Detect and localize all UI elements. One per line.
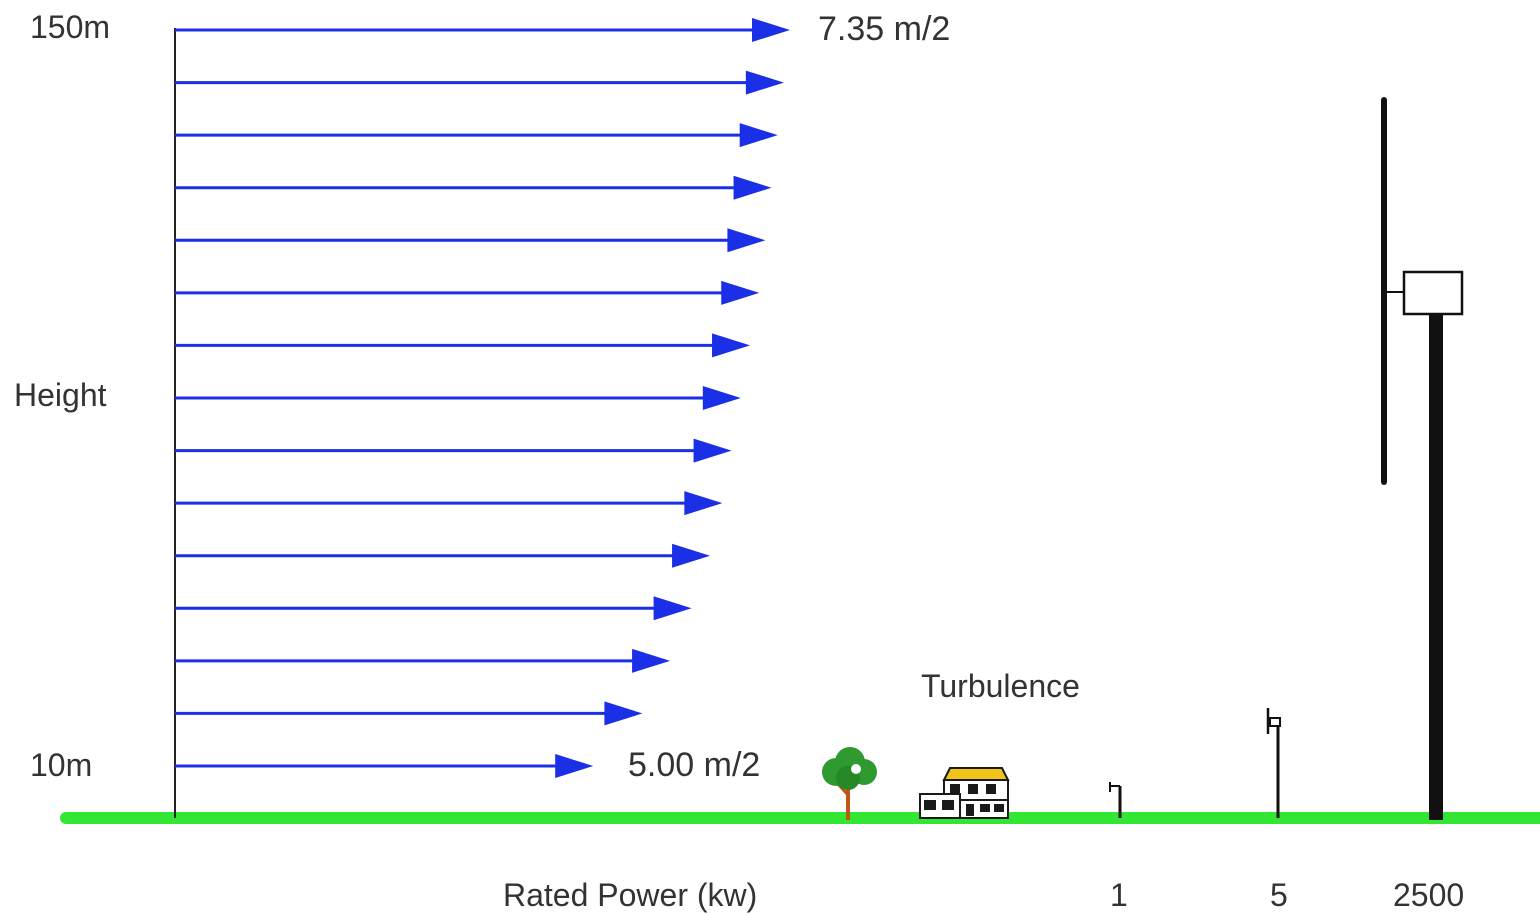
wind-arrow-head: [745, 70, 784, 95]
wind-arrows: [175, 18, 790, 778]
top-speed-label: 7.35 m/2: [818, 10, 950, 48]
rated-power-1: 1: [1110, 877, 1128, 913]
wind-arrow-head: [555, 754, 594, 778]
wind-arrow-head: [702, 386, 741, 410]
wind-arrow-head: [721, 280, 760, 305]
wind-arrow-head: [632, 648, 671, 673]
turbine-2500kw: [1381, 97, 1464, 820]
wind-arrow-head: [684, 491, 723, 516]
house-icon: [919, 767, 1010, 819]
wind-arrow-head: [604, 701, 643, 726]
wind-arrow-head: [727, 228, 766, 253]
turbine-5kw: [1266, 708, 1281, 818]
wind-arrow-head: [712, 333, 751, 358]
wind-arrow-head: [739, 123, 778, 148]
wind-arrow-head: [672, 543, 711, 568]
wind-arrow-head: [693, 438, 732, 463]
x-axis-label: Rated Power (kw): [503, 877, 757, 913]
top-height-label: 150m: [30, 9, 110, 45]
axis-label: Height: [14, 377, 107, 413]
rated-power-5: 5: [1270, 877, 1288, 913]
bottom-speed-label: 5.00 m/2: [628, 746, 760, 784]
turbine-1kw: [1109, 782, 1122, 818]
wind-arrow-head: [752, 18, 790, 42]
wind-arrow-head: [653, 596, 692, 621]
bottom-height-label: 10m: [30, 747, 92, 783]
rated-power-2500: 2500: [1393, 877, 1464, 913]
tree-icon: [822, 747, 877, 820]
wind-arrow-head: [733, 175, 772, 200]
turbulence-label: Turbulence: [921, 668, 1080, 704]
